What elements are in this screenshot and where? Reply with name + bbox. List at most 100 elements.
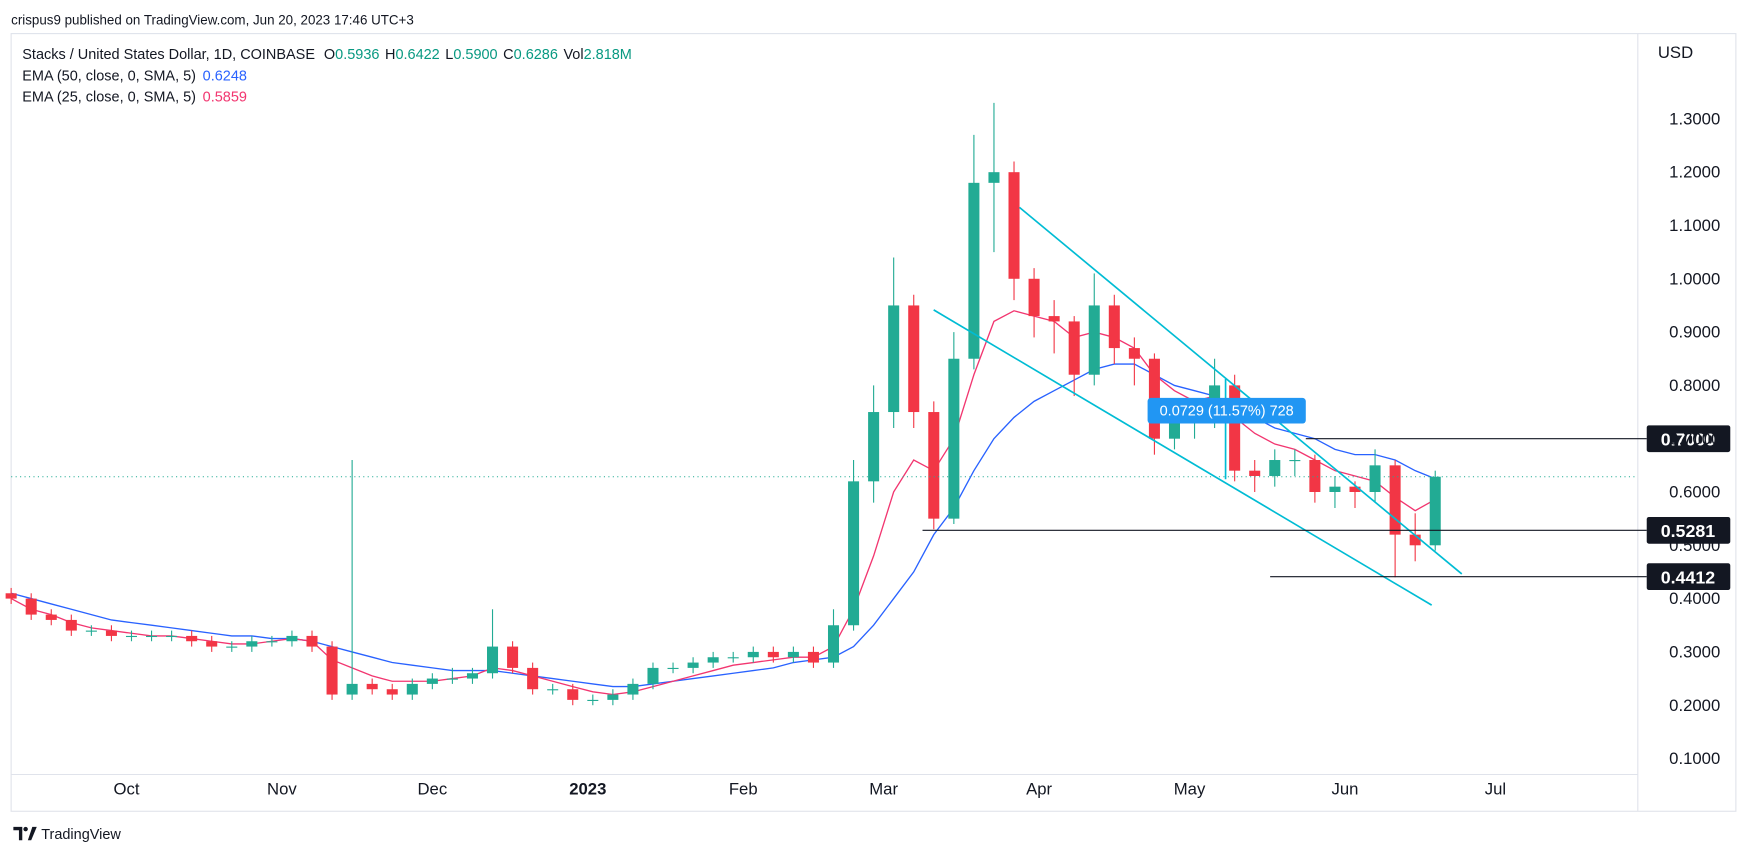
candle-body <box>888 305 900 413</box>
measure-label-box <box>1147 397 1306 424</box>
ohlc-name: L <box>445 47 453 63</box>
candle-body <box>266 641 278 643</box>
ohlc-name: C <box>503 47 513 63</box>
candle-body <box>607 694 619 700</box>
candle-body <box>246 641 258 647</box>
candle-body <box>1389 465 1401 535</box>
legend-header: Stacks / United States Dollar, 1D, COINB… <box>22 47 632 63</box>
indicator-name: EMA (50, close, 0, SMA, 5) <box>22 68 196 84</box>
indicator-value: 0.6248 <box>203 68 247 84</box>
candle-body <box>948 358 960 519</box>
candle-body <box>186 635 198 642</box>
candle-body <box>968 182 980 359</box>
trendline <box>933 309 1433 606</box>
candle-body <box>206 641 218 647</box>
candle-body <box>1329 486 1341 492</box>
candle-body <box>767 651 779 658</box>
candle-body <box>727 657 739 659</box>
y-tick-label: 0.5000 <box>1669 536 1720 555</box>
candle-body <box>346 683 358 695</box>
candle-body <box>226 646 238 648</box>
candle-body <box>125 635 138 638</box>
brand: TradingView <box>41 827 121 843</box>
candle-body <box>1068 321 1080 375</box>
level-label: 0.7000 <box>1661 429 1716 449</box>
candle-body <box>567 689 579 700</box>
x-tick-label: Oct <box>113 780 139 799</box>
y-tick-label: 0.3000 <box>1669 642 1720 661</box>
candle-body <box>627 683 639 695</box>
candle-body <box>466 673 478 679</box>
level-label-box <box>1646 563 1731 591</box>
x-tick-label: Jun <box>1332 780 1359 799</box>
candle-body <box>45 614 57 620</box>
candle-body <box>1008 172 1020 279</box>
candle-body <box>687 662 699 668</box>
ohlc-value: 0.6422 <box>395 47 439 63</box>
candle-body <box>1048 316 1060 322</box>
candle-body <box>988 172 1000 183</box>
x-tick-label: May <box>1174 780 1206 799</box>
x-tick-label: Dec <box>417 780 447 799</box>
candle-body <box>507 646 519 668</box>
y-tick-label: 0.6000 <box>1669 483 1720 502</box>
trendline <box>1018 206 1463 575</box>
ohlc-value: 0.5936 <box>335 47 379 63</box>
candle-body <box>1429 476 1441 546</box>
candle-body <box>1309 460 1321 492</box>
candle-body <box>587 699 599 701</box>
candle-body <box>487 646 499 674</box>
currency: USD <box>1658 43 1693 62</box>
y-tick-label: 1.0000 <box>1669 269 1720 288</box>
y-tick-label: 0.9000 <box>1669 323 1720 342</box>
candle-body <box>908 305 920 413</box>
y-tick-label: 1.2000 <box>1669 163 1720 182</box>
candle-body <box>1249 470 1261 477</box>
y-tick-label: 1.3000 <box>1669 109 1720 128</box>
y-tick-label: 0.1000 <box>1669 749 1720 768</box>
y-tick-label: 0.8000 <box>1669 376 1720 395</box>
candle-body <box>166 635 178 638</box>
ohlc-value: 0.5900 <box>453 47 497 63</box>
x-tick-label: 2023 <box>569 780 606 799</box>
candle-body <box>1229 385 1241 471</box>
candle-body <box>547 689 559 691</box>
x-tick-label: Nov <box>267 780 297 799</box>
x-tick-label: Feb <box>729 780 758 799</box>
indicator-legend: EMA (25, close, 0, SMA, 5) 0.5859 <box>22 90 247 106</box>
brand-logo <box>13 826 37 841</box>
candle-body <box>1028 278 1040 317</box>
candle-body <box>848 481 860 626</box>
candle-body <box>446 678 458 680</box>
candle-body <box>326 646 338 695</box>
candle-body <box>527 667 539 690</box>
candle-body <box>667 667 679 670</box>
candle-body <box>928 412 940 519</box>
candle-body <box>1168 422 1180 439</box>
candle-body <box>1349 486 1361 492</box>
volume-value: 2.818M <box>584 47 632 63</box>
candle-body <box>105 630 117 636</box>
measure-label: 0.0729 (11.57%) 728 <box>1160 404 1294 420</box>
candle-body <box>306 635 318 647</box>
x-tick-label: Jul <box>1485 780 1506 799</box>
volume-name: Vol <box>563 47 583 63</box>
level-label-box <box>1646 516 1731 544</box>
ema-line <box>10 363 1436 688</box>
pane <box>5 102 1638 706</box>
y-tick-label: 0.7000 <box>1669 429 1720 448</box>
indicator-name: EMA (25, close, 0, SMA, 5) <box>22 90 196 106</box>
ohlc-value: 0.6286 <box>514 47 558 63</box>
chart-frame <box>10 33 1737 812</box>
y-tick-label: 1.1000 <box>1669 216 1720 235</box>
ema-line <box>10 310 1436 696</box>
candle-body <box>1409 534 1421 546</box>
level-label: 0.4412 <box>1661 567 1716 587</box>
candle-body <box>366 683 378 690</box>
candle-body <box>65 619 77 631</box>
candle-body <box>85 630 97 632</box>
candle-body <box>1289 460 1301 462</box>
candle-body <box>787 651 799 658</box>
